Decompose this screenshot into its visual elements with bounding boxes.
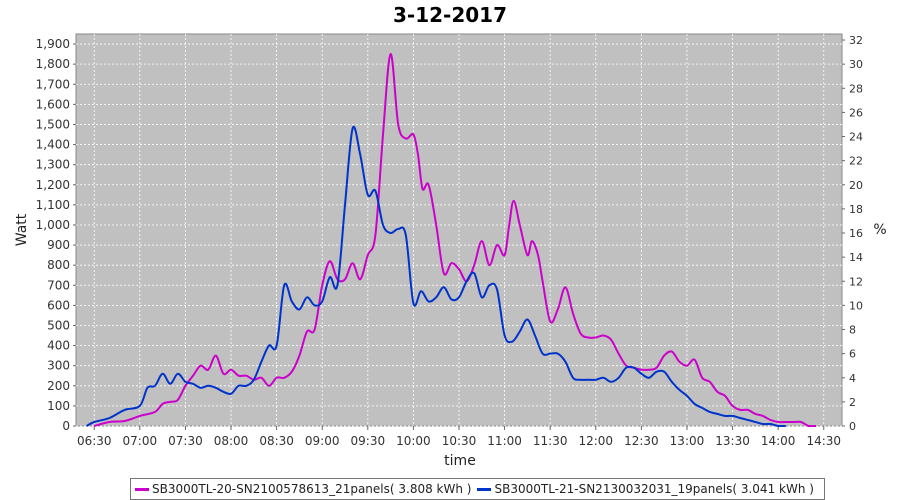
y-tick-label: 100 bbox=[47, 399, 70, 413]
y2-tick-label: 22 bbox=[849, 155, 863, 168]
y2-tick-label: 14 bbox=[849, 251, 863, 264]
legend-item-series-2: SB3000TL-21-SN2130032031_19panels( 3.041… bbox=[477, 482, 814, 496]
y-tick-label: 1,900 bbox=[36, 37, 70, 51]
series-layer bbox=[86, 53, 817, 427]
y2-tick-label: 0 bbox=[849, 420, 856, 433]
x-axis-label: time bbox=[444, 453, 476, 469]
y2-tick-label: 16 bbox=[849, 227, 863, 240]
y2-tick-label: 18 bbox=[849, 203, 863, 216]
x-tick-label: 11:00 bbox=[487, 434, 522, 448]
x-tick-label: 07:00 bbox=[123, 434, 158, 448]
grid bbox=[76, 34, 842, 427]
y-tick-label: 1,700 bbox=[36, 77, 70, 91]
y-tick-label: 300 bbox=[47, 359, 70, 373]
legend: SB3000TL-20-SN2100578613_21panels( 3.808… bbox=[130, 478, 825, 500]
series-line-1 bbox=[93, 53, 817, 427]
y-tick-label: 700 bbox=[47, 278, 70, 292]
y-tick-label: 1,300 bbox=[36, 158, 70, 172]
y2-tick-label: 32 bbox=[849, 34, 863, 47]
x-tick-label: 11:30 bbox=[533, 434, 568, 448]
y-tick-label: 1,500 bbox=[36, 117, 70, 131]
legend-swatch-series-2 bbox=[477, 487, 492, 491]
y2-tick-label: 28 bbox=[849, 82, 863, 95]
legend-label-series-1: SB3000TL-20-SN2100578613_21panels( 3.808… bbox=[152, 482, 472, 496]
y-tick-label: 0 bbox=[62, 419, 70, 433]
y-tick-label: 1,000 bbox=[36, 218, 70, 232]
y2-tick-label: 26 bbox=[849, 106, 863, 119]
x-tick-label: 14:00 bbox=[761, 434, 796, 448]
chart-title: 3-12-2017 bbox=[393, 3, 507, 27]
y2-tick-label: 8 bbox=[849, 324, 856, 337]
y2-tick-label: 12 bbox=[849, 275, 863, 288]
x-tick-label: 09:00 bbox=[305, 434, 340, 448]
y-tick-label: 400 bbox=[47, 339, 70, 353]
x-tick-label: 14:30 bbox=[806, 434, 841, 448]
y-tick-label: 900 bbox=[47, 238, 70, 252]
x-tick-label: 10:30 bbox=[442, 434, 477, 448]
y-tick-label: 1,400 bbox=[36, 138, 70, 152]
x-tick-label: 13:30 bbox=[715, 434, 750, 448]
legend-swatch-series-1 bbox=[135, 487, 149, 491]
y-axis-label: Watt bbox=[14, 213, 30, 246]
y-tick-label: 200 bbox=[47, 379, 70, 393]
y2-tick-label: 20 bbox=[849, 179, 863, 192]
x-tick-label: 12:00 bbox=[578, 434, 613, 448]
y2-tick-label: 30 bbox=[849, 58, 863, 71]
y-tick-label: 500 bbox=[47, 318, 70, 332]
series-line-2 bbox=[86, 125, 786, 427]
y-tick-label: 800 bbox=[47, 258, 70, 272]
x-tick-label: 12:30 bbox=[624, 434, 659, 448]
y-tick-label: 1,600 bbox=[36, 97, 70, 111]
y2-tick-label: 2 bbox=[849, 396, 856, 409]
y2-tick-label: 4 bbox=[849, 372, 856, 385]
axes: 01002003004005006007008009001,0001,1001,… bbox=[36, 34, 863, 448]
x-tick-label: 08:30 bbox=[259, 434, 294, 448]
x-tick-label: 13:00 bbox=[670, 434, 705, 448]
y-tick-label: 600 bbox=[47, 298, 70, 312]
y2-tick-label: 6 bbox=[849, 348, 856, 361]
y-tick-label: 1,800 bbox=[36, 57, 70, 71]
x-tick-label: 08:00 bbox=[214, 434, 249, 448]
x-tick-label: 10:00 bbox=[396, 434, 431, 448]
legend-item-series-1: SB3000TL-20-SN2100578613_21panels( 3.808… bbox=[135, 482, 471, 496]
legend-label-series-2: SB3000TL-21-SN2130032031_19panels( 3.041… bbox=[494, 482, 814, 496]
y2-axis-label: % bbox=[873, 222, 886, 238]
y2-tick-label: 24 bbox=[849, 131, 863, 144]
x-tick-label: 09:30 bbox=[351, 434, 386, 448]
y2-tick-label: 10 bbox=[849, 299, 863, 312]
x-tick-label: 07:30 bbox=[168, 434, 203, 448]
y-tick-label: 1,200 bbox=[36, 178, 70, 192]
x-tick-label: 06:30 bbox=[77, 434, 112, 448]
y-tick-label: 1,100 bbox=[36, 198, 70, 212]
